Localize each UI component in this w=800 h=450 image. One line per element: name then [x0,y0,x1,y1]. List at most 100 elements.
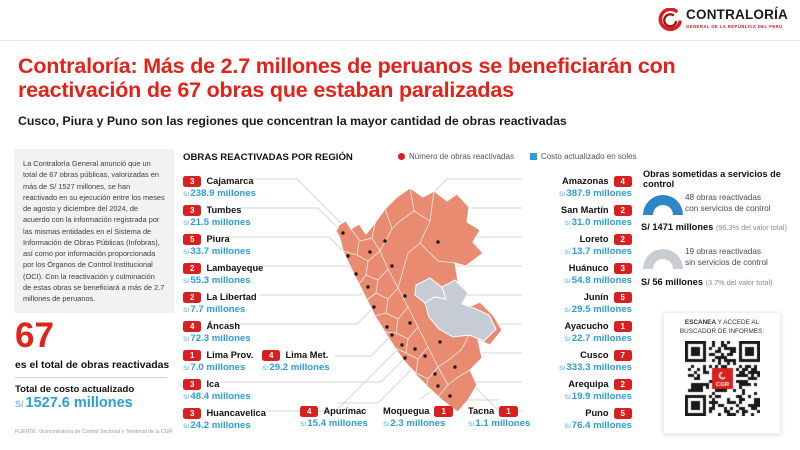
region-count-badge: 3 [613,262,632,274]
region-count-badge: 2 [183,291,202,303]
region-count-badge: 5 [613,291,632,303]
region-amount: S/15.4 millones [300,418,368,429]
currency-symbol: S/ [558,191,566,198]
region-name: Arequipa [568,379,609,389]
region-name: Ayacucho [564,321,609,331]
region-amount: S/48.4 millones [183,391,251,402]
region-la-libertad: 2 La Libertad S/7.7 millones [183,291,257,315]
region-tacna: Tacna 1 S/1.1 millones [468,405,530,429]
red-dot-icon [398,153,405,160]
region-name: Tacna [468,406,495,416]
currency-symbol: S/ [564,336,571,343]
region-cajamarca: 3 Cajamarca S/238.9 millones [183,175,256,199]
legend-item-works: Número de obras reactivadas [398,152,514,161]
contraloria-logo: CONTRALORÍA GENERAL DE LA REPÚBLICA DEL … [656,8,788,32]
region-name: Huancavelica [206,408,266,418]
currency-symbol: S/ [183,365,190,372]
without-control-amount: S/ 56 millones (3.7% del valor total) [641,277,773,287]
currency-symbol: S/ [564,307,571,314]
region-junin: Junín 5 S/29.5 millones [564,291,632,315]
region-amount: S/33.7 millones [183,246,251,257]
intro-paragraph: La Contraloría General anunció que un to… [14,149,174,314]
region-amount: S/2.3 millones [383,418,446,429]
region-amount: S/387.9 millones [558,188,632,199]
header-divider [0,40,800,41]
region-count-badge: 2 [613,378,632,390]
region-count-badge: 1 [183,349,202,361]
total-works-number: 67 [15,316,54,355]
region-lima-prov-: 1 Lima Prov. S/7.0 millones [183,349,253,373]
region-amount: S/7.7 millones [183,304,246,315]
region-count-badge: 3 [183,407,202,419]
region-cusco: Cusco 7 S/333.3 millones [559,349,632,373]
total-works-label: es el total de obras reactivadas [15,360,170,371]
region-count-badge: 4 [613,175,632,187]
gauge-icon-without-control [643,249,683,269]
legend-item-cost: Costo actualizado en soles [529,152,637,161]
region-count-badge: 4 [262,349,281,361]
currency-symbol: S/ [383,421,390,428]
qr-caption: ESCANEA Y ACCEDE AL BUSCADOR DE INFORMES… [679,319,765,335]
region-amazonas: Amazonas 4 S/387.9 millones [559,175,632,199]
region-name: Puno [585,408,609,418]
region-name: Lambayeque [206,263,264,273]
region-count-badge: 4 [300,405,319,417]
region-puno: Puno 5 S/76.4 millones [564,407,632,431]
peru-map [335,187,503,413]
currency-symbol: S/ [183,249,190,256]
region-count-badge: 2 [183,262,202,274]
region-amount: S/333.3 millones [558,362,632,373]
region-san-martin: San Martín 2 S/31.0 millones [561,204,632,228]
region-amount: S/238.9 millones [183,188,257,199]
region-ica: 3 Ica S/48.4 millones [183,378,251,402]
total-cost-value: S/1527.6 millones [15,395,133,411]
region-count-badge: 5 [613,407,632,419]
region-name: La Libertad [206,292,257,302]
region-amount: S/31.0 millones [564,217,632,228]
currency-symbol: S/ [183,394,190,401]
region-count-badge: 1 [499,405,518,417]
region-amount: S/22.7 millones [564,333,632,344]
region-loreto: Loreto 2 S/13.7 millones [564,233,632,257]
region-count-badge: 2 [613,233,632,245]
region-huancavelica: 3 Huancavelica S/24.2 millones [183,407,266,431]
region-count-badge: 5 [183,233,202,245]
region-amount: S/54.8 millones [564,275,632,286]
region-amount: S/76.4 millones [564,420,632,431]
source-note: FUENTE: Vicecontraloría de Control Secto… [15,429,173,435]
region-name: Loreto [579,234,609,244]
department-borders [342,187,471,398]
region-count-badge: 1 [613,320,632,332]
region-lambayeque: 2 Lambayeque S/55.3 millones [183,262,263,286]
region-name: Moquegua [383,406,430,416]
region-amount: S/72.3 millones [183,333,251,344]
map-legend: Número de obras reactivadas Costo actual… [398,152,637,161]
control-panel-title: Obras sometidas a servicios de control [643,169,781,189]
currency-symbol: S/ [183,423,190,430]
region-ancash: 4 Áncash S/72.3 millones [183,320,251,344]
region-arequipa: Arequipa 2 S/19.9 millones [564,378,632,402]
region-amount: S/21.5 millones [183,217,251,228]
contraloria-swoosh-icon [658,8,682,32]
region-amount: S/55.3 millones [183,275,251,286]
region-name: Amazonas [562,176,609,186]
currency-symbol: S/ [564,394,571,401]
region-name: Áncash [206,321,241,331]
region-count-badge: 3 [183,204,202,216]
qr-code [684,340,760,416]
gauge-icon-with-control [643,195,683,215]
qr-card: ESCANEA Y ACCEDE AL BUSCADOR DE INFORMES… [663,312,781,434]
region-moquegua: Moquegua 1 S/2.3 millones [383,405,453,429]
region-name: Huánuco [568,263,609,273]
region-apurimac: 4 Apurímac S/15.4 millones [300,405,368,429]
with-control-text: 48 obras reactivadas con servicios de co… [685,193,771,214]
gray-region-ucayali-madre-de-dios [424,279,497,342]
currency-symbol: S/ [558,365,566,372]
currency-symbol: S/ [468,421,475,428]
with-control-amount: S/ 1471 millones (96.3% del valor total) [641,222,787,232]
map-section-title: OBRAS REACTIVADAS POR REGIÓN [183,152,353,163]
currency-symbol: S/ [262,365,269,372]
region-name: Cusco [580,350,609,360]
region-name: Ica [206,379,220,389]
stat-divider [15,377,167,378]
